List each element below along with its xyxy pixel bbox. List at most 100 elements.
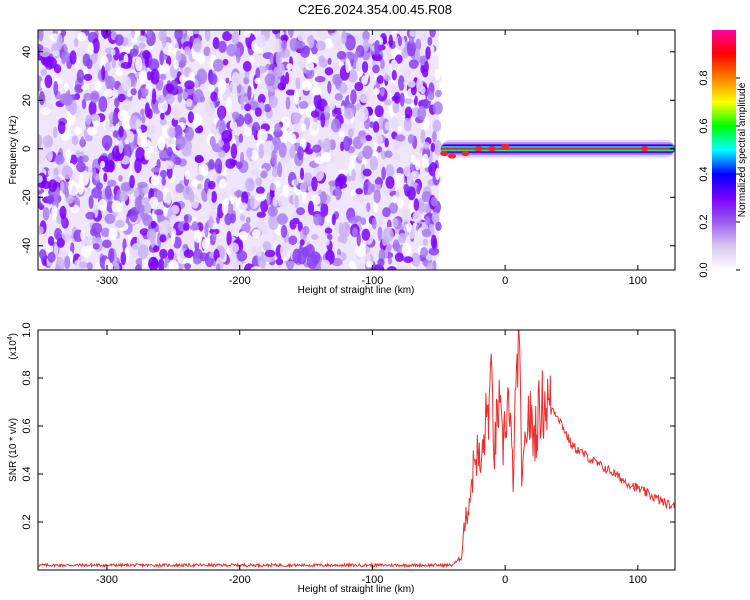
noise-blob (371, 217, 377, 230)
noise-blob (420, 129, 426, 144)
noise-blob (138, 70, 148, 85)
noise-blob (108, 227, 118, 241)
noise-blob (288, 235, 298, 245)
noise-blob (76, 47, 87, 57)
noise-blob (135, 56, 143, 72)
noise-blob (403, 165, 411, 177)
noise-blob (217, 149, 226, 159)
noise-blob (255, 186, 265, 195)
noise-blob (255, 67, 261, 80)
noise-blob (435, 221, 442, 232)
noise-blob (117, 93, 126, 103)
noise-blob (159, 73, 167, 81)
noise-blob (275, 51, 283, 67)
noise-blob (38, 226, 44, 235)
noise-blob (47, 251, 56, 263)
noise-blob (134, 187, 139, 198)
noise-blob (338, 82, 348, 94)
top-x-tick-label: 0 (502, 275, 508, 287)
noise-blob (159, 169, 167, 179)
noise-blob (42, 135, 54, 148)
noise-blob (73, 37, 79, 48)
noise-blob (50, 50, 61, 57)
noise-blob (333, 58, 340, 71)
noise-blob (119, 191, 129, 202)
noise-blob (91, 222, 103, 235)
noise-blob (311, 233, 319, 240)
noise-blob (255, 177, 263, 186)
signal-peak (440, 151, 449, 157)
noise-blob (336, 50, 347, 60)
noise-blob (299, 45, 310, 58)
noise-blob (80, 229, 86, 241)
noise-blob (47, 235, 55, 246)
noise-blob (392, 101, 400, 114)
noise-blob (135, 118, 142, 130)
noise-blob (182, 222, 190, 231)
noise-blob (174, 30, 184, 41)
noise-blob (195, 174, 204, 181)
noise-blob (269, 53, 274, 65)
noise-blob (240, 94, 245, 111)
noise-blob (100, 160, 106, 169)
noise-blob (123, 53, 129, 65)
noise-blob (160, 112, 165, 120)
bottom-x-tick-label: -100 (361, 574, 383, 586)
noise-blob (276, 213, 288, 225)
noise-blob (355, 59, 362, 72)
noise-blob (218, 106, 225, 121)
noise-blob (90, 113, 99, 122)
top-x-tick-label: 100 (629, 275, 647, 287)
noise-blob (113, 262, 120, 270)
noise-blob (245, 177, 255, 192)
noise-blob (92, 38, 100, 54)
noise-blob (244, 70, 250, 79)
noise-blob (324, 105, 331, 114)
noise-blob (175, 183, 185, 194)
noise-blob (331, 213, 336, 226)
noise-blob (229, 213, 236, 224)
noise-blob (184, 80, 195, 90)
noise-blob (254, 107, 262, 117)
noise-blob (150, 220, 157, 229)
noise-blob (78, 261, 88, 269)
noise-blob (295, 77, 301, 90)
noise-blob (130, 88, 137, 96)
noise-blob (361, 228, 371, 241)
noise-blob (185, 98, 193, 108)
noise-blob (104, 258, 111, 270)
noise-blob (435, 167, 440, 181)
noise-blob (297, 221, 303, 232)
noise-blob (401, 208, 409, 223)
noise-blob (83, 92, 93, 101)
noise-blob (263, 103, 272, 113)
noise-blob (434, 68, 441, 81)
noise-blob (382, 227, 394, 243)
noise-blob (38, 148, 47, 163)
colorbar-tick-label: 0.6 (698, 118, 710, 133)
noise-blob (38, 134, 42, 150)
noise-blob (211, 231, 217, 242)
noise-blob (423, 141, 430, 150)
noise-blob (154, 208, 164, 216)
noise-blob (129, 48, 139, 57)
noise-blob (311, 176, 318, 192)
noise-blob (210, 190, 218, 203)
noise-blob (403, 67, 411, 79)
noise-blob (168, 259, 179, 270)
noise-blob (286, 63, 294, 70)
noise-blob (351, 262, 357, 270)
noise-blob (260, 198, 269, 213)
noise-blob (397, 125, 403, 132)
noise-blob (392, 239, 400, 252)
noise-blob (159, 234, 167, 243)
noise-blob (341, 30, 347, 45)
noise-blob (121, 115, 132, 130)
noise-blob (199, 95, 206, 103)
noise-blob (164, 93, 175, 105)
noise-blob (136, 35, 148, 43)
noise-blob (328, 103, 336, 111)
noise-blob (264, 73, 276, 87)
noise-blob (340, 122, 349, 131)
noise-blob (305, 67, 315, 79)
